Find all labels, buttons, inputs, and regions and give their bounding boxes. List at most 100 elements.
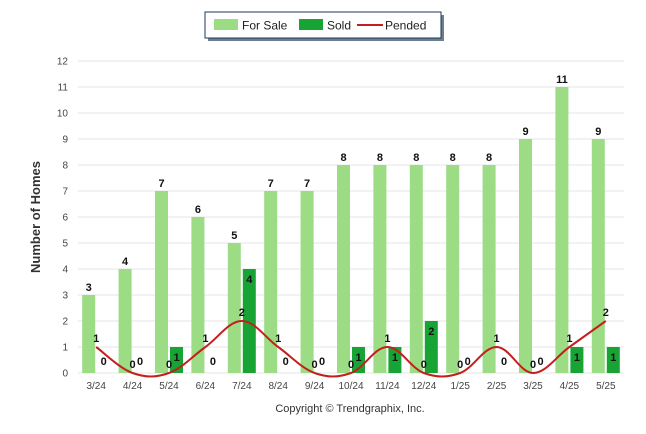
data-label-pended: 0: [166, 359, 172, 371]
y-tick-label: 10: [57, 109, 69, 120]
data-label-pended: 1: [494, 333, 500, 345]
y-tick-label: 12: [57, 57, 69, 68]
bar-for-sale: [409, 165, 423, 373]
data-label-for-sale: 9: [595, 126, 601, 138]
x-tick-label: 4/24: [123, 381, 143, 392]
y-tick-label: 2: [62, 317, 68, 328]
data-label-for-sale: 8: [413, 152, 419, 164]
bar-for-sale: [482, 165, 496, 373]
legend-swatch: [299, 19, 323, 30]
data-label-for-sale: 4: [122, 256, 129, 268]
data-label-sold: 0: [465, 356, 471, 368]
bar-for-sale: [373, 165, 387, 373]
data-label-for-sale: 7: [158, 178, 164, 190]
data-label-pended: 2: [603, 307, 609, 319]
y-axis-title: Number of Homes: [28, 161, 43, 273]
data-label-sold: 0: [210, 356, 216, 368]
bar-for-sale: [191, 217, 205, 373]
bar-sold: [424, 321, 438, 373]
bar-for-sale: [337, 165, 350, 373]
x-tick-label: 9/24: [305, 381, 325, 392]
data-label-sold: 0: [319, 356, 325, 368]
data-label-sold: 0: [501, 356, 507, 368]
data-label-sold: 1: [392, 352, 398, 364]
legend-label: Pended: [385, 19, 426, 33]
data-label-pended: 1: [93, 333, 99, 345]
x-tick-label: 12/24: [411, 381, 436, 392]
x-tick-label: 2/25: [487, 381, 507, 392]
bar-for-sale: [519, 139, 532, 373]
y-tick-label: 3: [62, 291, 68, 302]
data-label-sold: 0: [101, 356, 107, 368]
bar-sold: [570, 347, 584, 373]
x-tick-label: 11/24: [375, 381, 400, 392]
data-label-for-sale: 3: [86, 282, 92, 294]
y-tick-label: 7: [62, 187, 68, 198]
data-label-sold: 2: [428, 326, 434, 338]
data-label-pended: 0: [348, 359, 354, 371]
data-label-pended: 0: [530, 359, 536, 371]
data-label-pended: 1: [202, 333, 208, 345]
data-label-pended: 0: [312, 359, 318, 371]
x-tick-label: 7/24: [232, 381, 252, 392]
data-label-sold: 1: [574, 352, 580, 364]
bar-for-sale: [155, 191, 168, 373]
data-label-for-sale: 8: [450, 152, 456, 164]
y-tick-label: 1: [62, 343, 68, 354]
data-label-pended: 0: [130, 359, 136, 371]
legend-label: For Sale: [242, 19, 288, 33]
data-label-pended: 0: [421, 359, 427, 371]
bar-for-sale: [118, 269, 132, 373]
y-tick-label: 6: [62, 213, 68, 224]
data-label-pended: 1: [275, 333, 281, 345]
data-label-for-sale: 7: [304, 178, 310, 190]
x-tick-label: 5/25: [596, 381, 616, 392]
bars: [82, 87, 620, 373]
y-tick-label: 0: [62, 369, 68, 380]
data-label-for-sale: 7: [268, 178, 274, 190]
data-label-sold: 1: [610, 352, 616, 364]
x-tick-label: 6/24: [196, 381, 216, 392]
data-label-pended: 1: [384, 333, 390, 345]
x-tick-label: 10/24: [338, 381, 363, 392]
copyright-text: Copyright © Trendgraphix, Inc.: [275, 403, 424, 415]
data-label-for-sale: 5: [231, 230, 237, 242]
y-tick-label: 9: [62, 135, 68, 146]
data-label-pended: 1: [566, 333, 572, 345]
bar-for-sale: [555, 87, 569, 373]
legend-label: Sold: [327, 19, 351, 33]
bar-sold: [606, 347, 620, 373]
data-label-for-sale: 6: [195, 204, 201, 216]
data-label-pended: 0: [457, 359, 463, 371]
data-label-sold: 1: [173, 352, 179, 364]
pended-line: [95, 319, 607, 378]
legend-swatch: [214, 19, 238, 30]
data-label-for-sale: 8: [486, 152, 492, 164]
bar-sold: [388, 347, 402, 373]
bar-for-sale: [446, 165, 460, 373]
data-label-sold: 0: [537, 356, 543, 368]
x-tick-label: 3/25: [523, 381, 543, 392]
bar-sold: [242, 269, 256, 373]
x-tick-label: 4/25: [560, 381, 580, 392]
data-label-sold: 1: [355, 352, 361, 364]
bar-for-sale: [227, 243, 241, 373]
bar-for-sale: [82, 295, 96, 373]
x-tick-label: 5/24: [159, 381, 179, 392]
line-series: [95, 319, 607, 378]
data-label-sold: 0: [283, 356, 289, 368]
x-axis-ticks: 3/24 4/24 5/24 6/24 7/24 8/24 9/24 10/24 11/24 12…: [86, 381, 616, 392]
grid: [78, 60, 624, 374]
y-tick-label: 11: [58, 83, 69, 94]
data-label-for-sale: 8: [340, 152, 346, 164]
legend: For Sale Sold Pended: [204, 11, 444, 41]
data-label-pended: 2: [239, 307, 245, 319]
data-label-sold: 0: [137, 356, 143, 368]
bar-for-sale: [264, 191, 278, 373]
data-label-for-sale: 11: [556, 74, 568, 86]
y-tick-label: 4: [62, 265, 68, 276]
x-tick-label: 3/24: [86, 381, 106, 392]
